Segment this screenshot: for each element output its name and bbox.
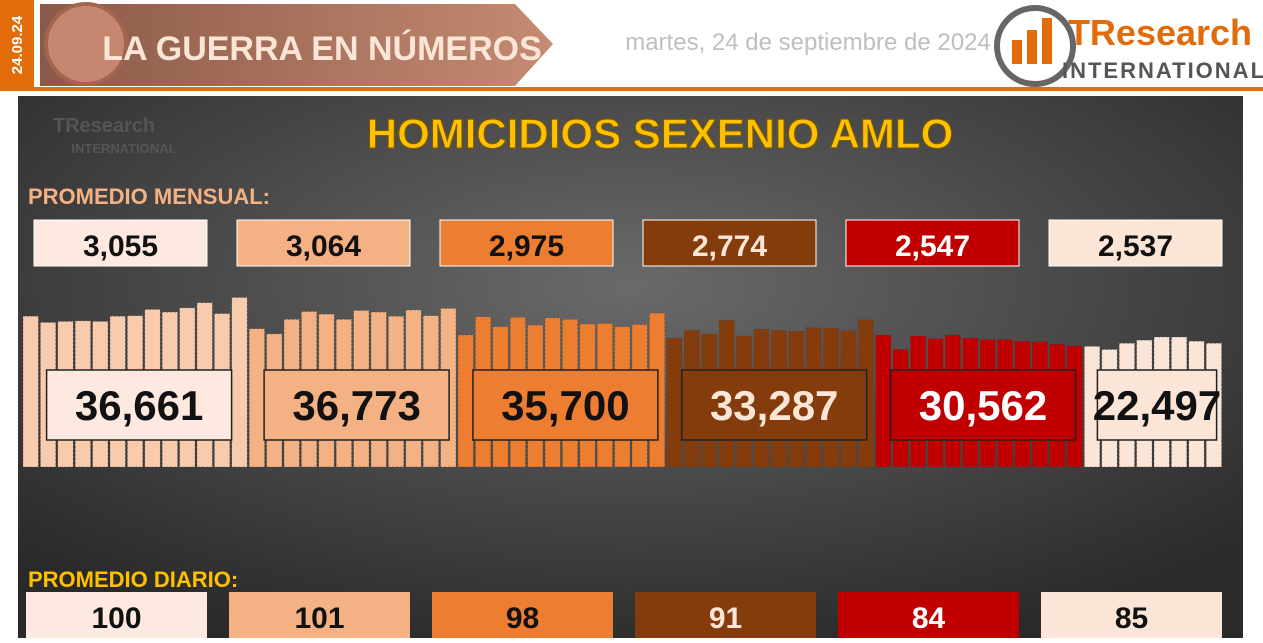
monthly-value: 2,975 [489,230,564,263]
monthly-box [1048,219,1223,267]
bar [22,315,39,468]
monthly-caption: PROMEDIO MENSUAL: [28,184,270,209]
daily-box [432,592,613,638]
total-box [263,369,450,441]
monthly-value: 2,537 [1098,230,1173,263]
daily-box [1041,592,1222,638]
report-date: martes, 24 de septiembre de 2024 [625,29,991,56]
monthly-value: 3,064 [286,230,361,263]
daily-value: 85 [1115,602,1148,635]
daily-value: 101 [294,602,344,635]
bar [666,337,683,468]
daily-box [229,592,410,638]
date-tag: 24.09.24 [9,15,26,74]
total-box [1096,369,1218,441]
logo-bar [1042,18,1052,64]
watermark-main: TResearch [53,115,155,137]
total-value: 36,661 [75,382,203,429]
daily-box [26,592,207,638]
bar [248,328,265,468]
logo-bar [1027,30,1037,64]
daily-value: 91 [709,602,742,635]
daily-box [838,592,1019,638]
bar [457,334,474,468]
bar [1084,346,1101,468]
watermark-sub: INTERNATIONAL [71,141,176,156]
date-strip [0,0,34,90]
logo-bar [1012,40,1022,64]
bar [875,334,892,468]
total-box [680,369,868,441]
logo-main: TResearch [1068,12,1252,53]
total-value: 22,497 [1093,382,1221,429]
monthly-value: 2,547 [895,230,970,263]
total-value: 30,562 [919,382,1047,429]
monthly-box [642,219,817,267]
total-value: 35,700 [501,382,629,429]
chart-title: HOMICIDIOS SEXENIO AMLO [367,110,953,157]
total-value: 33,287 [710,382,838,429]
monthly-box [236,219,411,267]
daily-box [635,592,816,638]
monthly-box [845,219,1020,267]
bar [231,297,248,468]
daily-value: 100 [91,602,141,635]
logo-ring [994,5,1076,87]
logo-sub: INTERNATIONAL [1062,58,1263,83]
total-box [472,369,659,441]
daily-caption: PROMEDIO DIARIO: [28,567,238,592]
map-badge [44,2,128,86]
total-value: 36,773 [292,382,420,429]
total-box [889,369,1077,441]
title-banner [40,4,553,86]
total-box [45,369,233,441]
monthly-value: 2,774 [692,230,767,263]
header-rule [0,87,1263,91]
monthly-value: 3,055 [83,230,158,263]
banner-title: LA GUERRA EN NÚMEROS [102,30,542,68]
daily-value: 84 [912,602,946,635]
monthly-box [33,219,208,267]
daily-value: 98 [506,602,539,635]
monthly-box [439,219,614,267]
